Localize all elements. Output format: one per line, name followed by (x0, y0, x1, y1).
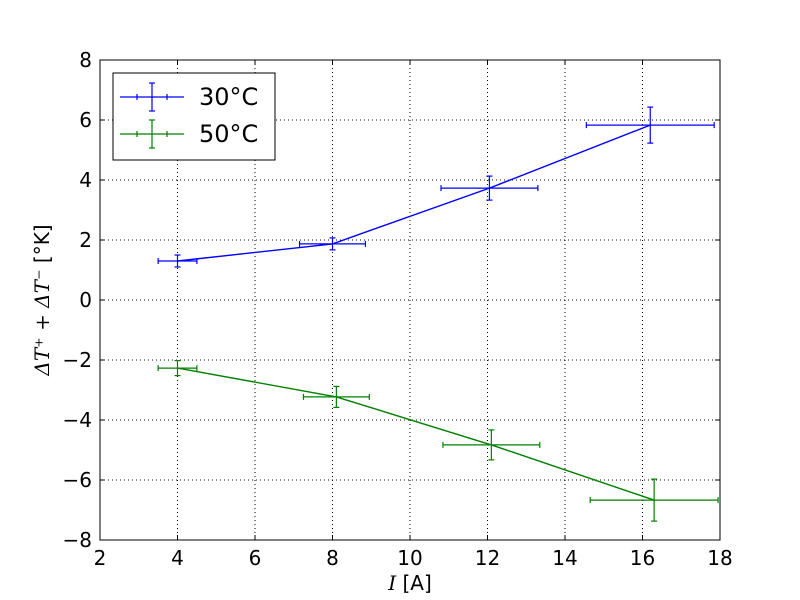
grid (100, 60, 720, 540)
x-tick-label-4: 10 (397, 546, 422, 570)
x-tick-label-1: 4 (171, 546, 184, 570)
x-tick-label-5: 12 (475, 546, 500, 570)
tick-labels: 2 4 6 8 10 12 14 16 18 −8 −6 −4 −2 0 2 4 6 8 (63, 48, 733, 570)
series-layer (157, 106, 719, 522)
x-axis-symbol: I (387, 571, 397, 595)
series-0-line (177, 124, 651, 262)
series-1-line (177, 367, 655, 501)
y-tick-label-5: 2 (79, 228, 92, 252)
x-tick-label-7: 16 (630, 546, 655, 570)
y-tick-label-0: −8 (63, 528, 92, 552)
legend-item-1: 50°C (120, 119, 258, 149)
y-axis-expression: ΔT⁺ + ΔT⁻ (30, 269, 54, 376)
series-1 (157, 360, 719, 522)
x-tick-label-2: 6 (249, 546, 262, 570)
y-tick-label-6: 4 (79, 168, 92, 192)
legend: 30°C 50°C (112, 72, 276, 161)
x-tick-label-8: 18 (707, 546, 732, 570)
y-tick-label-3: −2 (63, 348, 92, 372)
legend-item-0-label: 30°C (199, 83, 258, 111)
y-axis-unit: [°K] (30, 224, 54, 263)
x-axis-label: I [A] (387, 571, 432, 595)
series-0 (157, 106, 715, 268)
x-tick-label-3: 8 (326, 546, 339, 570)
y-tick-label-1: −6 (63, 468, 92, 492)
legend-items: 30°C 50°C (120, 82, 258, 149)
legend-item-1-label: 50°C (199, 120, 258, 148)
legend-item-0: 30°C (120, 82, 258, 112)
x-axis-unit: [A] (396, 571, 432, 595)
y-axis-label: ΔT⁺ + ΔT⁻ [°K] (30, 224, 54, 376)
x-tick-label-0: 2 (94, 546, 107, 570)
y-tick-label-2: −4 (63, 408, 92, 432)
y-tick-label-8: 8 (79, 48, 92, 72)
x-tick-label-6: 14 (552, 546, 577, 570)
y-tick-label-4: 0 (79, 288, 92, 312)
legend-box (112, 72, 276, 161)
y-tick-label-7: 6 (79, 108, 92, 132)
plot-frame (99, 59, 721, 541)
